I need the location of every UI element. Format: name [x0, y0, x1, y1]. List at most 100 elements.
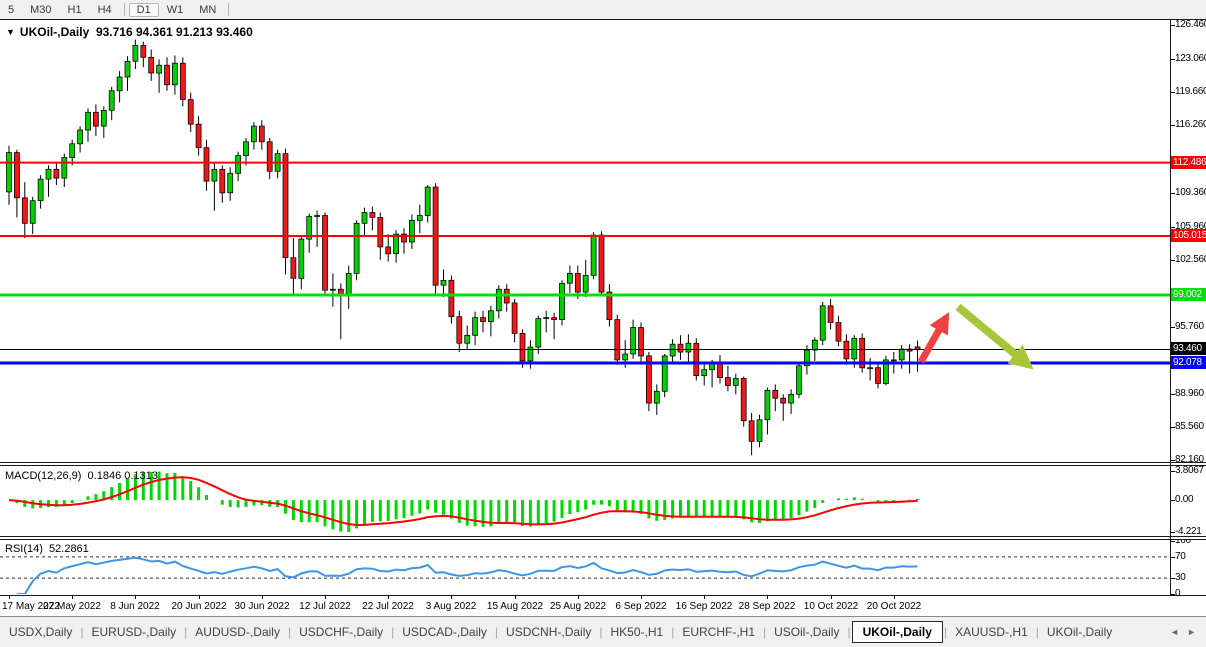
- chart-title: ▼ UKOil-,Daily 93.716 94.361 91.213 93.46…: [6, 25, 253, 39]
- price-tickmark: [1171, 427, 1175, 428]
- tab-scroll-right-icon[interactable]: ►: [1187, 627, 1196, 637]
- collapse-triangle-icon[interactable]: ▼: [6, 27, 15, 37]
- tab-6-hk50-h1[interactable]: HK50-,H1: [610, 625, 664, 639]
- time-tickmark: [199, 596, 200, 599]
- tab-divider: |: [80, 625, 84, 639]
- price-tick-label: 123.060: [1175, 53, 1206, 64]
- timeframe-button-h4[interactable]: H4: [97, 3, 112, 16]
- candle-up: [416, 215, 423, 221]
- candle-down: [385, 246, 392, 255]
- candle-up: [622, 353, 629, 361]
- candle-up: [61, 157, 68, 179]
- candle-down: [140, 45, 147, 58]
- candle-up: [108, 90, 115, 111]
- tab-divider: |: [847, 625, 851, 639]
- candle-down: [480, 317, 486, 322]
- price-tickmark: [1171, 25, 1175, 26]
- rsi-tick-label: 0: [1175, 588, 1181, 599]
- rsi-tickmark: [1171, 578, 1175, 579]
- timeframe-button-d1[interactable]: D1: [128, 2, 159, 17]
- price-level-label: 92.078: [1171, 356, 1206, 370]
- tab-8-usoil-daily[interactable]: USOil-,Daily: [774, 625, 840, 639]
- candle-down: [551, 317, 557, 320]
- time-tickmark: [578, 596, 579, 599]
- candle-up: [535, 318, 542, 348]
- tab-2-audusd-daily[interactable]: AUDUSD-,Daily: [195, 625, 280, 639]
- time-tickmark: [72, 596, 73, 599]
- macd-tickmark: [1171, 471, 1175, 472]
- pane-separator[interactable]: [0, 536, 1206, 540]
- toolbar-divider: [228, 3, 230, 16]
- tab-9-ukoil-daily[interactable]: UKOil-,Daily: [851, 621, 943, 643]
- time-tick-label: 12 Jul 2022: [299, 601, 351, 612]
- price-tickmark: [1171, 125, 1175, 126]
- candle-up: [867, 367, 873, 370]
- bullish-arrow[interactable]: [917, 312, 950, 364]
- candle-up: [45, 168, 52, 180]
- candle-down: [519, 333, 526, 362]
- price-level-label: 93.460: [1171, 342, 1206, 356]
- time-tick-label: 6 Sep 2022: [615, 601, 667, 612]
- candle-down: [574, 273, 581, 293]
- timeframe-button-mn[interactable]: MN: [199, 3, 217, 16]
- timeframe-button-5[interactable]: 5: [8, 3, 15, 16]
- candle-down: [606, 291, 613, 320]
- timeframe-button-h1[interactable]: H1: [67, 3, 82, 16]
- price-tick-label: 126.460: [1175, 19, 1206, 30]
- candle-down: [148, 56, 155, 74]
- candle-up: [124, 60, 131, 78]
- candle-up: [345, 273, 352, 295]
- candle-down: [614, 319, 621, 361]
- candle-up: [764, 389, 771, 421]
- tab-1-eurusd-daily[interactable]: EURUSD-,Daily: [91, 625, 177, 639]
- tab-3-usdchf-daily[interactable]: USDCHF-,Daily: [299, 625, 384, 639]
- candle-up: [488, 310, 494, 322]
- candle-up: [424, 186, 431, 216]
- candle-down: [827, 305, 834, 323]
- price-tickmark: [1171, 394, 1175, 395]
- candle-down: [203, 147, 210, 182]
- candle-up: [653, 390, 660, 404]
- price-tick-label: 82.160: [1175, 454, 1204, 465]
- price-tickmark: [1171, 327, 1175, 328]
- tab-divider: |: [391, 625, 395, 639]
- time-tickmark: [704, 596, 705, 599]
- tab-scroll-left-icon[interactable]: ◄: [1170, 627, 1180, 637]
- tab-5-usdcnh-daily[interactable]: USDCNH-,Daily: [506, 625, 592, 639]
- candle-up: [898, 348, 905, 361]
- macd-pane: [8, 471, 919, 532]
- price-level-label: 99.002: [1171, 288, 1206, 302]
- time-tickmark: [388, 596, 389, 599]
- price-tick-label: 102.560: [1175, 254, 1206, 265]
- candle-up: [543, 317, 550, 319]
- bearish-arrow[interactable]: [955, 303, 1034, 370]
- tab-7-eurchf-h1[interactable]: EURCHF-,H1: [682, 625, 755, 639]
- candle-down: [377, 217, 384, 248]
- price-tickmark: [1171, 193, 1175, 194]
- candle-down: [282, 153, 289, 259]
- tab-4-usdcad-daily[interactable]: USDCAD-,Daily: [402, 625, 487, 639]
- time-tick-label: 28 Sep 2022: [738, 601, 796, 612]
- pane-separator[interactable]: [0, 462, 1206, 466]
- candle-down: [772, 389, 779, 399]
- tab-10-xauusd-h1[interactable]: XAUUSD-,H1: [955, 625, 1028, 639]
- candle-down: [693, 342, 700, 376]
- tab-0-usdx-daily[interactable]: USDX,Daily: [9, 625, 73, 639]
- candle-up: [37, 178, 44, 202]
- candle-down: [859, 337, 866, 369]
- rsi-label: RSI(14) 52.2861: [5, 543, 89, 555]
- candle-up: [464, 334, 471, 344]
- tab-11-ukoil-daily[interactable]: UKOil-,Daily: [1046, 625, 1113, 639]
- candle-up: [314, 215, 320, 217]
- time-tick-label: 10 Oct 2022: [803, 601, 859, 612]
- candle-down: [290, 257, 297, 279]
- timeframe-button-m30[interactable]: M30: [30, 3, 52, 16]
- candle-up: [811, 339, 818, 351]
- candle-up: [298, 238, 305, 279]
- price-tick-label: 85.560: [1175, 421, 1204, 432]
- time-tickmark: [9, 596, 10, 599]
- timeframe-button-w1[interactable]: W1: [166, 3, 184, 16]
- time-tick-label: 8 Jun 2022: [110, 601, 160, 612]
- candle-down: [448, 279, 455, 317]
- price-tick-label: 105.960: [1175, 221, 1206, 232]
